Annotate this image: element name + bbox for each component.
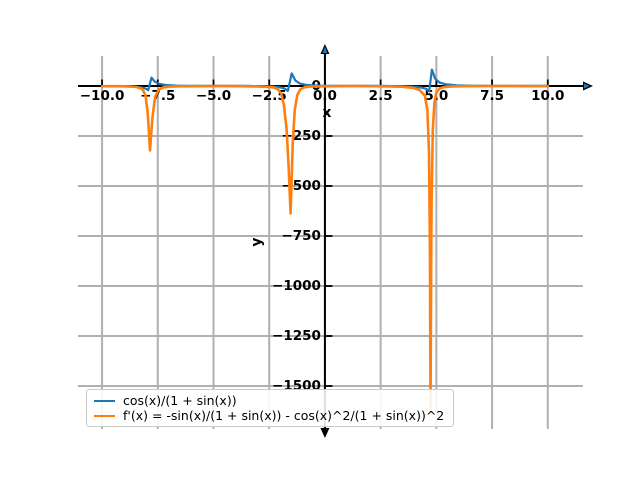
x-tick-label: −10.0 — [80, 88, 125, 104]
x-axis-arrow-tint-icon — [584, 83, 590, 89]
legend-line-sample-f-prime-icon — [94, 414, 115, 417]
y-tick-label: −250 — [281, 128, 321, 144]
y-tick-label: −1250 — [272, 328, 321, 344]
x-tick-label: −7.5 — [140, 88, 175, 104]
x-tick-label: −5.0 — [196, 88, 231, 104]
legend: cos(x)/(1 + sin(x)) f'(x) = -sin(x)/(1 +… — [86, 389, 455, 427]
curve-f-prime — [100, 84, 550, 411]
x-tick-label: 10.0 — [531, 88, 564, 104]
x-axis-label: x — [322, 105, 331, 121]
legend-label-f: cos(x)/(1 + sin(x)) — [123, 393, 237, 408]
legend-line-sample-f-icon — [94, 399, 115, 402]
y-axis-top-arrow-tint-icon — [322, 46, 328, 53]
x-tick-label: 7.5 — [480, 88, 504, 104]
y-tick-label: −750 — [281, 228, 321, 244]
y-axis-label: y — [249, 237, 265, 246]
legend-label-f-prime: f'(x) = -sin(x)/(1 + sin(x)) - cos(x)^2/… — [123, 408, 445, 423]
curve-f — [100, 68, 549, 93]
y-axis-bottom-arrow-icon — [320, 428, 330, 438]
x-tick-label: −2.5 — [252, 88, 287, 104]
legend-item-f: cos(x)/(1 + sin(x)) — [94, 393, 444, 408]
y-tick-label: −500 — [281, 178, 321, 194]
legend-item-f-prime: f'(x) = -sin(x)/(1 + sin(x)) - cos(x)^2/… — [94, 408, 444, 423]
x-tick-label: 2.5 — [369, 88, 393, 104]
y-tick-label: −1000 — [272, 278, 321, 294]
